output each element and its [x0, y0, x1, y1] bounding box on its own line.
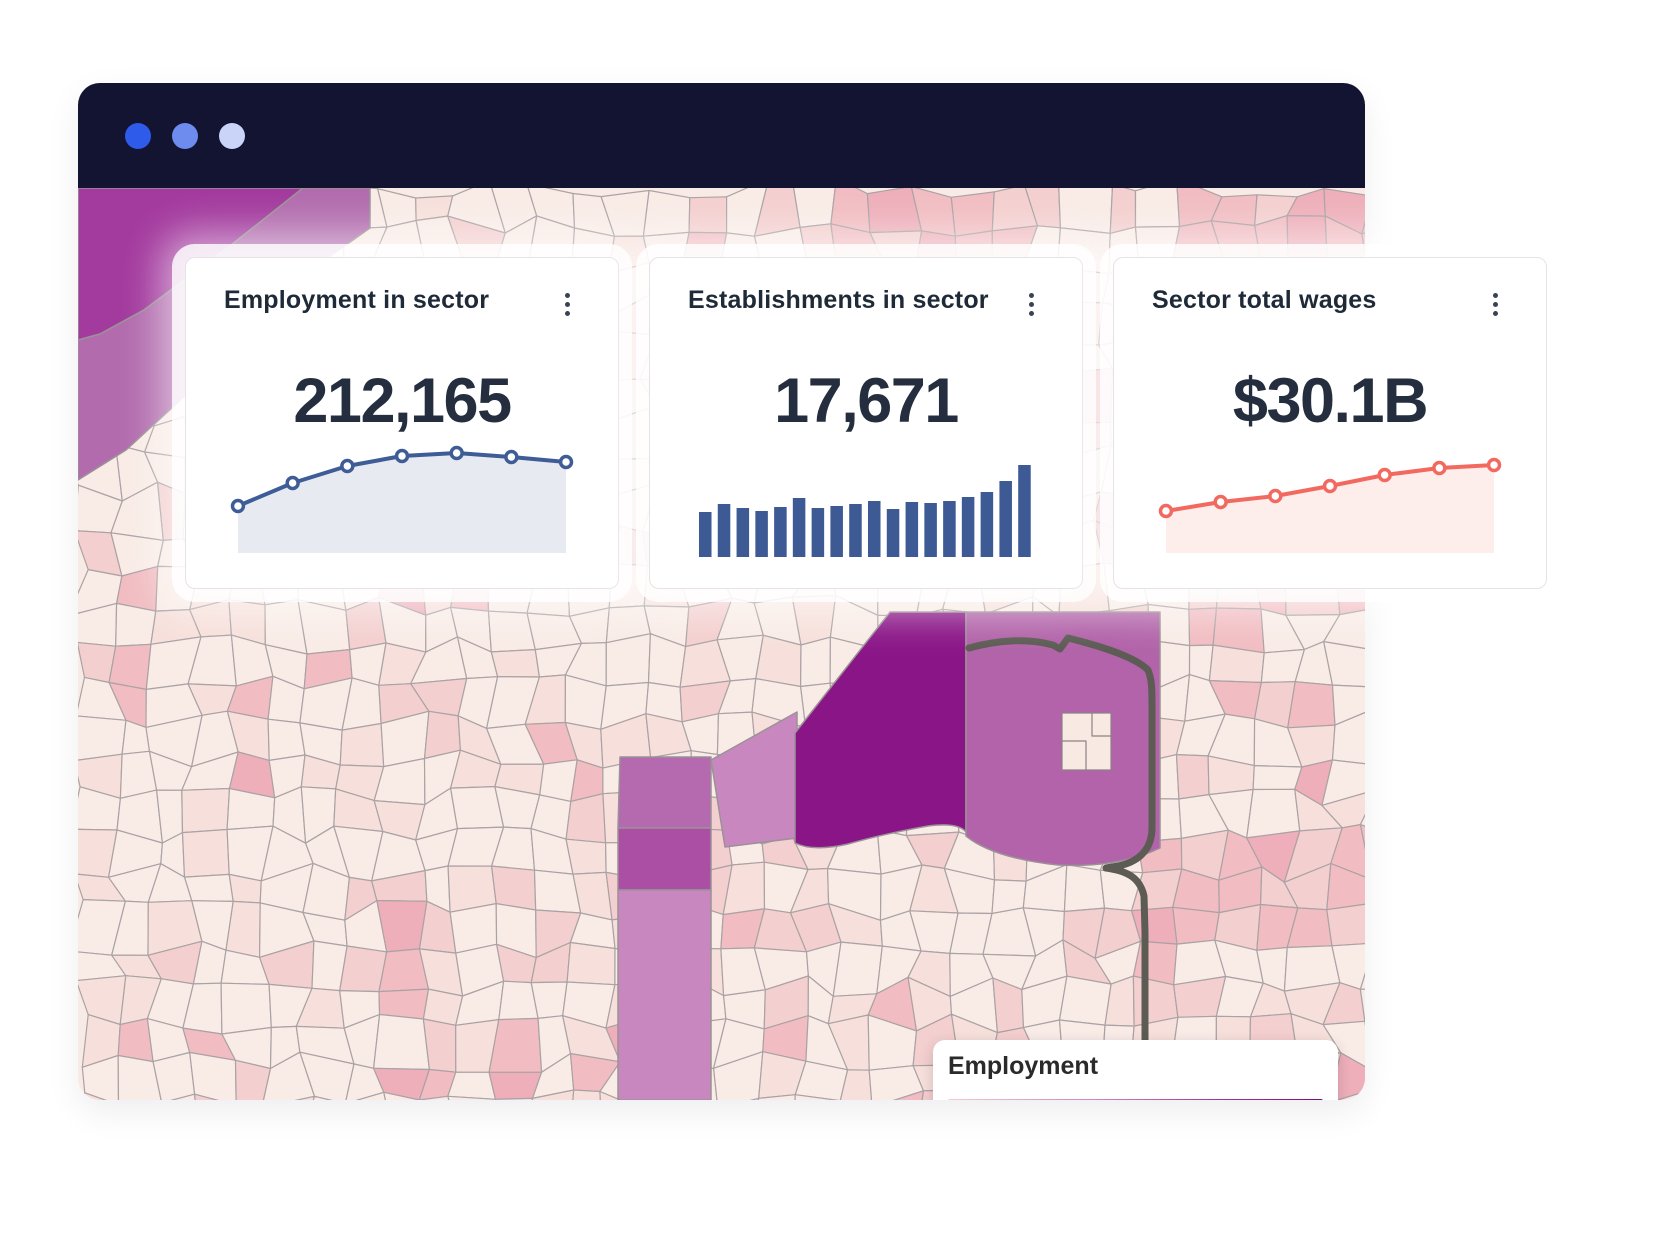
legend-gradient-bar	[948, 1099, 1323, 1100]
kebab-menu-icon[interactable]	[1489, 289, 1502, 320]
stat-card-employment: Employment in sector 212,165	[185, 257, 619, 589]
card-title: Employment in sector	[224, 286, 490, 314]
establishments-bar-chart	[696, 439, 1036, 557]
stat-card-establishments: Establishments in sector 17,671	[649, 257, 1083, 589]
stat-cards-row: Employment in sector 212,165 Establishme…	[185, 257, 1547, 589]
map-region-purple-dark[interactable]	[794, 611, 967, 849]
map-cutout-detail-lines	[1062, 713, 1111, 770]
map-legend: Employment 0 6,152	[933, 1040, 1338, 1100]
kebab-menu-icon[interactable]	[1025, 289, 1038, 320]
wages-sparkline-chart	[1158, 439, 1502, 557]
browser-window: Employment 0 6,152	[78, 83, 1365, 1100]
map-road-line	[965, 634, 1156, 1100]
card-title: Establishments in sector	[688, 286, 989, 314]
map-region-mauve-mid[interactable]	[617, 756, 712, 829]
kebab-menu-icon[interactable]	[561, 289, 574, 320]
window-control-dot-2[interactable]	[172, 122, 198, 149]
card-value: $30.1B	[1232, 366, 1429, 436]
window-control-dot-3[interactable]	[219, 122, 245, 149]
card-title: Sector total wages	[1152, 286, 1377, 314]
map-region-mauve-deep[interactable]	[617, 827, 712, 891]
map-region-mauve-column[interactable]	[617, 889, 712, 1100]
browser-titlebar	[78, 83, 1365, 188]
window-control-dot-1[interactable]	[125, 122, 151, 149]
card-value: 212,165	[293, 366, 512, 436]
card-value: 17,671	[774, 366, 959, 436]
legend-title: Employment	[948, 1052, 1099, 1080]
stat-card-wages: Sector total wages $30.1B	[1113, 257, 1547, 589]
employment-sparkline-chart	[230, 439, 574, 557]
